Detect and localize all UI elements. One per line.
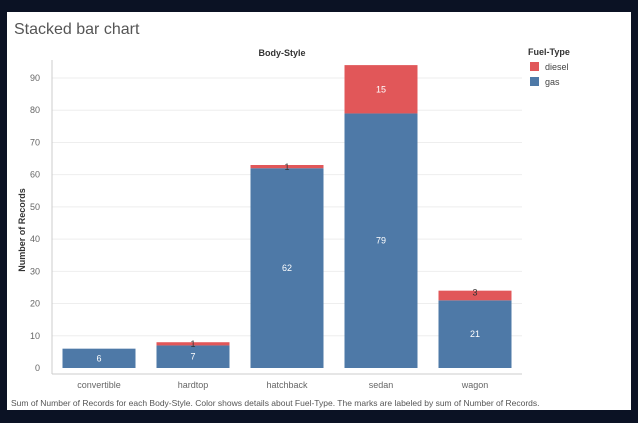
bar-diesel-hardtop [156,342,230,346]
bar-label-gas-convertible: 6 [96,353,101,363]
x-axis-ticks: convertible hardtop hatchback sedan wagon [77,380,488,390]
stacked-bar-chart: 0 10 20 30 40 50 60 70 80 90 6 7 1 62 1 79 15 21 3 conver… [17,47,570,390]
bars: 6 7 1 62 1 79 15 21 3 [62,65,512,368]
bar-label-diesel-hatchback: 1 [284,162,289,172]
bar-label-diesel-sedan: 15 [376,84,386,94]
y-tick-label: 60 [30,170,40,180]
bar-gas-sedan [344,113,418,368]
x-tick-label: convertible [77,380,121,390]
y-tick-label: 10 [30,331,40,341]
y-tick-label: 20 [30,299,40,309]
x-tick-label: hatchback [266,380,308,390]
x-tick-label: hardtop [178,380,209,390]
x-tick-label: wagon [461,380,489,390]
y-tick-label: 30 [30,266,40,276]
column-header: Body-Style [258,48,305,58]
y-tick-label: 40 [30,234,40,244]
bar-label-gas-wagon: 21 [470,329,480,339]
y-tick-label: 50 [30,202,40,212]
y-axis-ticks: 0 10 20 30 40 50 60 70 80 90 [30,73,40,373]
bar-label-gas-hardtop: 7 [190,352,195,362]
legend-swatch-gas [530,77,539,86]
chart-footnote: Sum of Number of Records for each Body-S… [11,398,540,408]
y-tick-label: 70 [30,137,40,147]
bar-label-diesel-hardtop: 1 [190,339,195,349]
bar-gas-wagon [438,300,512,368]
bar-diesel-hatchback [250,165,324,169]
legend-label-gas: gas [545,77,560,87]
chart-title: Stacked bar chart [14,21,140,38]
bar-label-gas-hatchback: 62 [282,263,292,273]
bar-gas-hardtop [156,345,230,368]
legend-swatch-diesel [530,62,539,71]
y-tick-label: 0 [35,363,40,373]
y-tick-label: 90 [30,73,40,83]
legend: Fuel-Type diesel gas [528,47,570,87]
chart-frame: Stacked bar chart 0 10 20 30 40 50 60 70 80 90 6 7… [7,12,631,410]
bar-gas-convertible [62,348,136,368]
bar-label-gas-sedan: 79 [376,236,386,246]
legend-label-diesel: diesel [545,62,569,72]
bar-label-diesel-wagon: 3 [472,288,477,298]
x-tick-label: sedan [369,380,394,390]
legend-title: Fuel-Type [528,47,570,57]
bar-diesel-wagon [438,290,512,301]
bar-gas-hatchback [250,168,324,368]
bar-diesel-sedan [344,65,418,114]
y-tick-label: 80 [30,105,40,115]
y-axis-title: Number of Records [17,188,27,272]
